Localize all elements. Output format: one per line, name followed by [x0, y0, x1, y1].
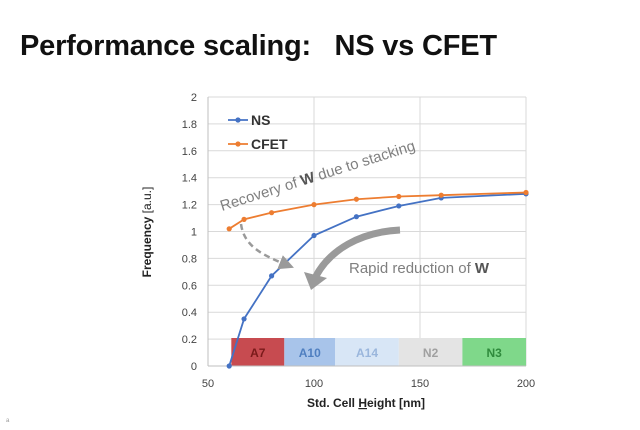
y-tick-label: 1	[191, 227, 197, 239]
axes: 0 0.2 0.4 0.6 0.8 1 1.2 1.4 1.6 1.8 2 50 100 150 200	[182, 92, 535, 390]
technology-node-bands: A7 A10 A14 N2 N3	[231, 338, 526, 366]
x-axis-title: Std. Cell Height [nm]	[307, 396, 425, 410]
footer-mark: a	[6, 418, 10, 424]
series-line-ns	[228, 192, 527, 367]
x-axis-title-a: Std. Cell	[307, 396, 358, 410]
node-label-a7: A7	[250, 346, 266, 360]
x-tick-label: 150	[411, 378, 429, 390]
data-point-cfet	[438, 192, 444, 198]
node-label-n3: N3	[487, 346, 503, 360]
legend-marker-cfet	[235, 141, 241, 147]
node-label-n2: N2	[423, 346, 439, 360]
data-point-ns	[269, 273, 275, 279]
node-band-n3	[462, 338, 526, 366]
x-tick-label: 50	[202, 378, 214, 390]
y-tick-label: 0	[191, 361, 197, 373]
y-tick-label: 1.8	[182, 119, 197, 131]
data-point-ns	[396, 203, 402, 209]
legend-label-ns: NS	[251, 112, 270, 128]
data-point-cfet	[226, 226, 232, 232]
rapid-reduction-arrow-shaft	[312, 226, 401, 278]
data-point-ns	[353, 214, 359, 220]
y-tick-label: 0.6	[182, 280, 197, 292]
y-tick-label: 1.2	[182, 200, 197, 212]
data-point-ns	[241, 316, 247, 322]
x-tick-label: 200	[517, 378, 535, 390]
series-lines	[226, 189, 529, 369]
x-tick-label: 100	[305, 378, 323, 390]
grid-lines	[208, 96, 527, 366]
rapid-reduction-annotation: Rapid reduction of W	[349, 260, 490, 277]
rapid-text-w: W	[475, 260, 490, 277]
y-tick-label: 1.6	[182, 146, 197, 158]
y-tick-label: 0.8	[182, 253, 197, 265]
y-tick-label: 0.4	[182, 307, 197, 319]
data-point-ns	[226, 363, 232, 369]
node-band-a7	[231, 338, 285, 366]
y-tick-label: 0.2	[182, 334, 197, 346]
recovery-text-w: W	[298, 169, 317, 190]
node-band-n2	[398, 338, 463, 366]
rapid-reduction-arrow-head	[304, 272, 327, 290]
y-tick-label: 1.4	[182, 173, 197, 185]
y-axis-title-a: Frequency	[140, 216, 154, 277]
y-axis-title: Frequency [a.u.]	[140, 187, 154, 278]
data-point-cfet	[269, 210, 275, 216]
rapid-text-a: Rapid reduction of	[349, 260, 475, 277]
legend: NS CFET	[228, 112, 288, 152]
node-band-a14	[335, 338, 399, 366]
legend-label-cfet: CFET	[251, 136, 288, 152]
x-axis-title-b: eight [nm]	[367, 396, 425, 410]
node-label-a14: A14	[356, 346, 378, 360]
data-point-cfet	[523, 189, 529, 196]
data-point-cfet	[353, 196, 359, 202]
data-point-ns	[311, 232, 317, 239]
annotations: Recovery of W due to stacking Rapid redu…	[218, 137, 490, 290]
recovery-annotation: Recovery of W due to stacking	[218, 137, 417, 214]
node-band-a10	[284, 338, 336, 366]
data-point-cfet	[396, 193, 402, 200]
data-point-cfet	[311, 202, 317, 208]
data-point-cfet	[241, 216, 247, 222]
y-axis-title-b: [a.u.]	[140, 187, 154, 217]
page-title: Performance scaling: NS vs CFET	[20, 30, 497, 62]
legend-marker-ns	[235, 117, 241, 123]
y-tick-label: 2	[191, 92, 197, 104]
series-line-cfet	[228, 191, 527, 230]
x-axis-title-h: H	[358, 396, 367, 410]
recovery-dashed-arrow	[239, 223, 294, 270]
node-label-a10: A10	[299, 346, 321, 360]
